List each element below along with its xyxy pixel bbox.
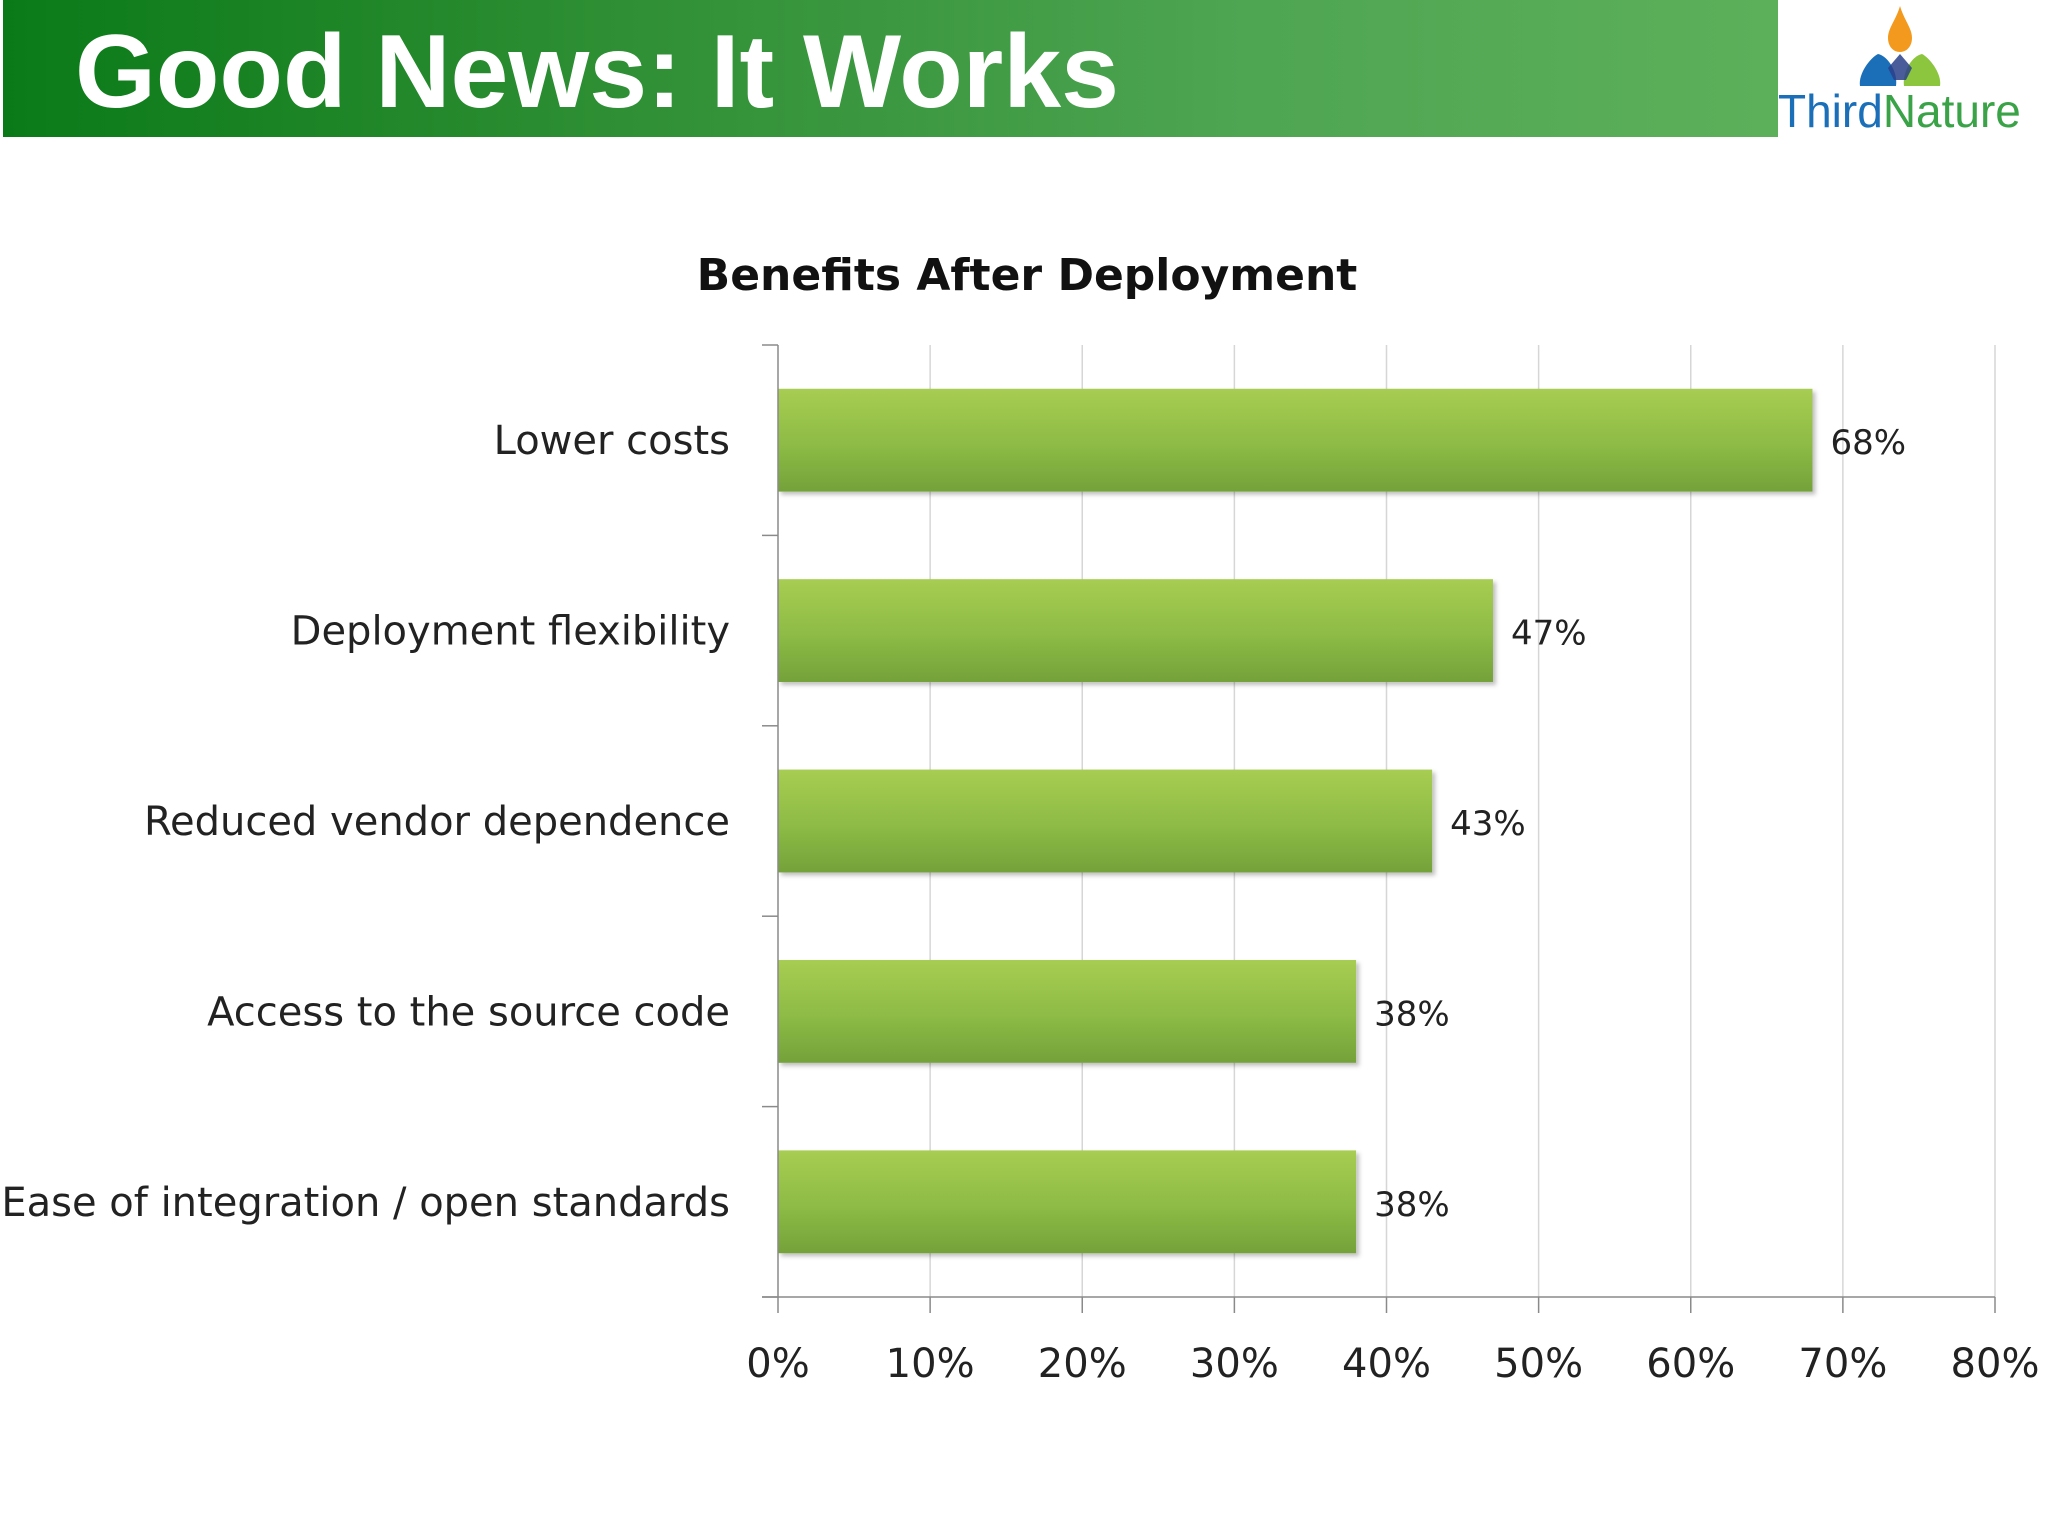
chart-labels: 0% 10% 20% 30% 40% 50% 60% 70% 80% Lower costs 68%… xyxy=(1,418,2039,1387)
chart-axes xyxy=(762,344,1996,1313)
data-label: 38% xyxy=(1374,1185,1450,1225)
category-label: Access to the source code xyxy=(207,989,730,1035)
bar xyxy=(778,579,1493,683)
category-label: Reduced vendor dependence xyxy=(144,799,730,845)
category-label: Ease of integration / open standards xyxy=(1,1180,730,1226)
x-tick-label: 0% xyxy=(746,1341,809,1387)
slide-title: Good News: It Works xyxy=(75,14,1119,130)
x-tick-label: 70% xyxy=(1798,1341,1887,1387)
third-nature-logo: ThirdNature xyxy=(1778,0,2048,137)
x-tick-label: 50% xyxy=(1494,1341,1583,1387)
x-tick-label: 80% xyxy=(1951,1341,2040,1387)
chart-title: Benefits After Deployment xyxy=(697,250,1358,301)
data-label: 43% xyxy=(1450,804,1526,844)
chart-bars xyxy=(778,388,1813,1254)
data-label: 68% xyxy=(1830,423,1906,463)
x-tick-label: 60% xyxy=(1646,1341,1735,1387)
x-tick-label: 30% xyxy=(1190,1341,1279,1387)
logo-word-nature: Nature xyxy=(1882,85,2021,137)
logo-word-third: Third xyxy=(1778,85,1883,137)
data-label: 47% xyxy=(1511,614,1587,654)
x-tick-label: 20% xyxy=(1038,1341,1127,1387)
bar xyxy=(778,769,1433,873)
data-label: 38% xyxy=(1374,994,1450,1034)
category-label: Deployment flexibility xyxy=(291,609,730,655)
logo-wordmark: ThirdNature xyxy=(1778,86,2048,136)
x-tick-label: 40% xyxy=(1342,1341,1431,1387)
category-label: Lower costs xyxy=(494,418,730,464)
bar xyxy=(778,1150,1357,1254)
bar xyxy=(778,959,1357,1063)
x-tick-label: 10% xyxy=(886,1341,975,1387)
chart-grid xyxy=(929,345,1996,1297)
logo-drops-icon xyxy=(1859,6,1941,86)
bar xyxy=(778,388,1813,492)
title-banner: Good News: It Works xyxy=(3,0,1778,137)
